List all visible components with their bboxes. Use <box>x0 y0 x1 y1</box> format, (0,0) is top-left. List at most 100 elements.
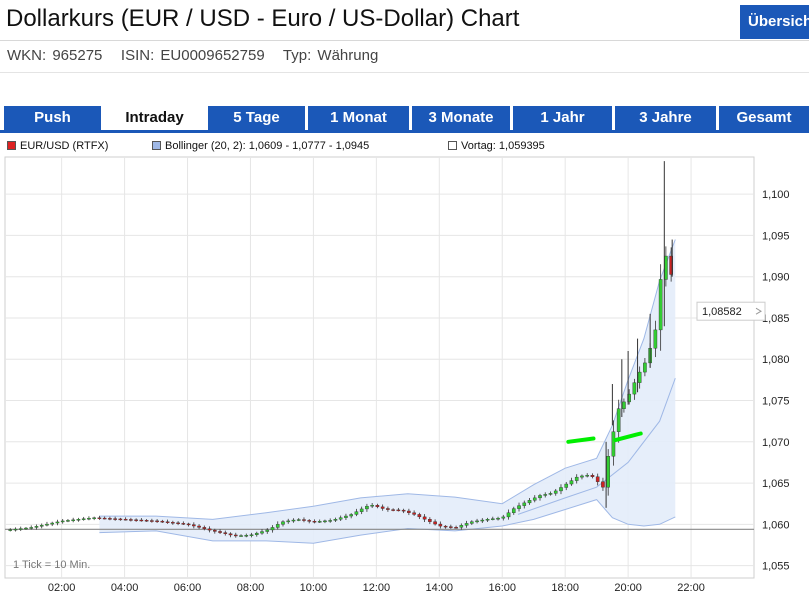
candle-body <box>39 525 44 527</box>
candle-body <box>71 519 75 522</box>
candle-body <box>590 475 595 477</box>
candle-body <box>517 505 521 509</box>
candle-body <box>102 517 107 520</box>
candle-body <box>438 523 443 527</box>
y-tick-label: 1,095 <box>762 230 790 242</box>
candle-body <box>653 329 658 349</box>
candle-body <box>113 518 117 520</box>
last-price-label: 1,08582 <box>702 306 742 318</box>
candle-body <box>601 481 605 488</box>
bollinger-fill <box>99 239 676 544</box>
candle-body <box>192 524 196 527</box>
candle-body <box>76 519 81 521</box>
candle-body <box>34 526 39 528</box>
y-tick-label: 1,085 <box>762 313 790 325</box>
candle-body <box>475 520 479 523</box>
candle-body <box>375 504 380 508</box>
candle-body <box>254 532 259 535</box>
candle-body <box>223 532 228 534</box>
candle-body <box>307 520 312 522</box>
y-tick-label: 1,070 <box>762 437 790 449</box>
candle-body <box>658 279 663 331</box>
x-tick-label: 02:00 <box>48 582 76 594</box>
candle-body <box>553 490 558 494</box>
bollinger-lower <box>99 499 676 544</box>
x-tick-label: 08:00 <box>237 582 265 594</box>
candle-body <box>543 494 548 496</box>
legend-label-eurusd: EUR/USD (RTFX) <box>20 140 109 152</box>
y-tick-label: 1,060 <box>762 519 790 531</box>
tab-gesamt[interactable]: Gesamt <box>719 106 809 130</box>
tab-push[interactable]: Push <box>4 106 101 130</box>
x-tick-label: 04:00 <box>111 582 139 594</box>
tab-3-monate[interactable]: 3 Monate <box>412 106 510 130</box>
candle-body <box>202 527 207 529</box>
candle-body <box>144 520 149 522</box>
overview-button[interactable]: Übersicht <box>740 5 809 39</box>
candle-body <box>559 487 563 492</box>
y-tick-label: 1,090 <box>762 272 790 284</box>
y-tick-label: 1,065 <box>762 478 790 490</box>
tab-intraday[interactable]: Intraday <box>104 106 205 130</box>
candle-body <box>401 509 406 512</box>
candle-body <box>595 476 600 482</box>
candle-body <box>165 521 170 523</box>
candle-body <box>532 497 537 501</box>
candle-body <box>470 521 474 524</box>
y-tick-label: 1,100 <box>762 189 790 201</box>
tab-underline <box>0 130 809 133</box>
x-tick-label: 18:00 <box>551 582 579 594</box>
candle-body <box>506 512 511 518</box>
tab-1-monat[interactable]: 1 Monat <box>308 106 409 130</box>
candle-body <box>29 527 34 529</box>
candle-body <box>454 527 458 529</box>
candle-body <box>522 502 527 506</box>
candle-body <box>155 520 159 523</box>
candle-body <box>501 516 506 519</box>
y-tick-label: 1,055 <box>762 561 790 573</box>
candle-body <box>449 526 453 528</box>
bollinger-upper <box>99 239 676 520</box>
candle-body <box>312 521 317 523</box>
candle-body <box>260 531 264 534</box>
last-price-box <box>696 301 766 321</box>
candle-body <box>265 529 270 532</box>
candle-body <box>129 519 133 521</box>
candle-body <box>317 521 322 523</box>
candle-body <box>60 520 65 523</box>
legend-label-vortag: Vortag: 1,059395 <box>461 140 545 152</box>
candle-body <box>213 529 217 532</box>
candle-body <box>627 393 631 403</box>
candle-body <box>365 505 369 510</box>
isin-label: ISIN: EU0009652759 <box>120 47 265 64</box>
highlight-mark <box>566 436 596 444</box>
highlight-mark <box>613 431 643 443</box>
candle-body <box>160 520 165 523</box>
candle-body <box>459 525 464 528</box>
candle-body <box>92 517 96 519</box>
candle-body <box>97 517 102 519</box>
candle-body <box>281 521 285 525</box>
candle-body <box>186 523 191 526</box>
tab-1-jahr[interactable]: 1 Jahr <box>513 106 612 130</box>
candle-body <box>417 514 422 518</box>
chart-axes: 1,055 1,060 1,065 1,070 1,075 1,080 1,085 1,090… <box>13 189 790 594</box>
candle-body <box>275 524 280 528</box>
y-tick-label: 1,080 <box>762 354 790 366</box>
candle-body <box>24 527 28 530</box>
candle-body <box>181 523 186 525</box>
candle-body <box>637 371 642 383</box>
tab-5-tage[interactable]: 5 Tage <box>208 106 305 130</box>
candle-body <box>380 506 385 509</box>
candle-body <box>349 514 353 517</box>
tab-3-jahre[interactable]: 3 Jahre <box>615 106 716 130</box>
x-tick-label: 20:00 <box>614 582 642 594</box>
candle-body <box>433 521 437 525</box>
candle-body <box>8 529 13 531</box>
last-price-arrow <box>755 307 762 315</box>
candle-body <box>344 515 348 518</box>
candle-body <box>171 522 175 524</box>
candle-body <box>548 493 553 495</box>
candle-body <box>428 519 432 522</box>
